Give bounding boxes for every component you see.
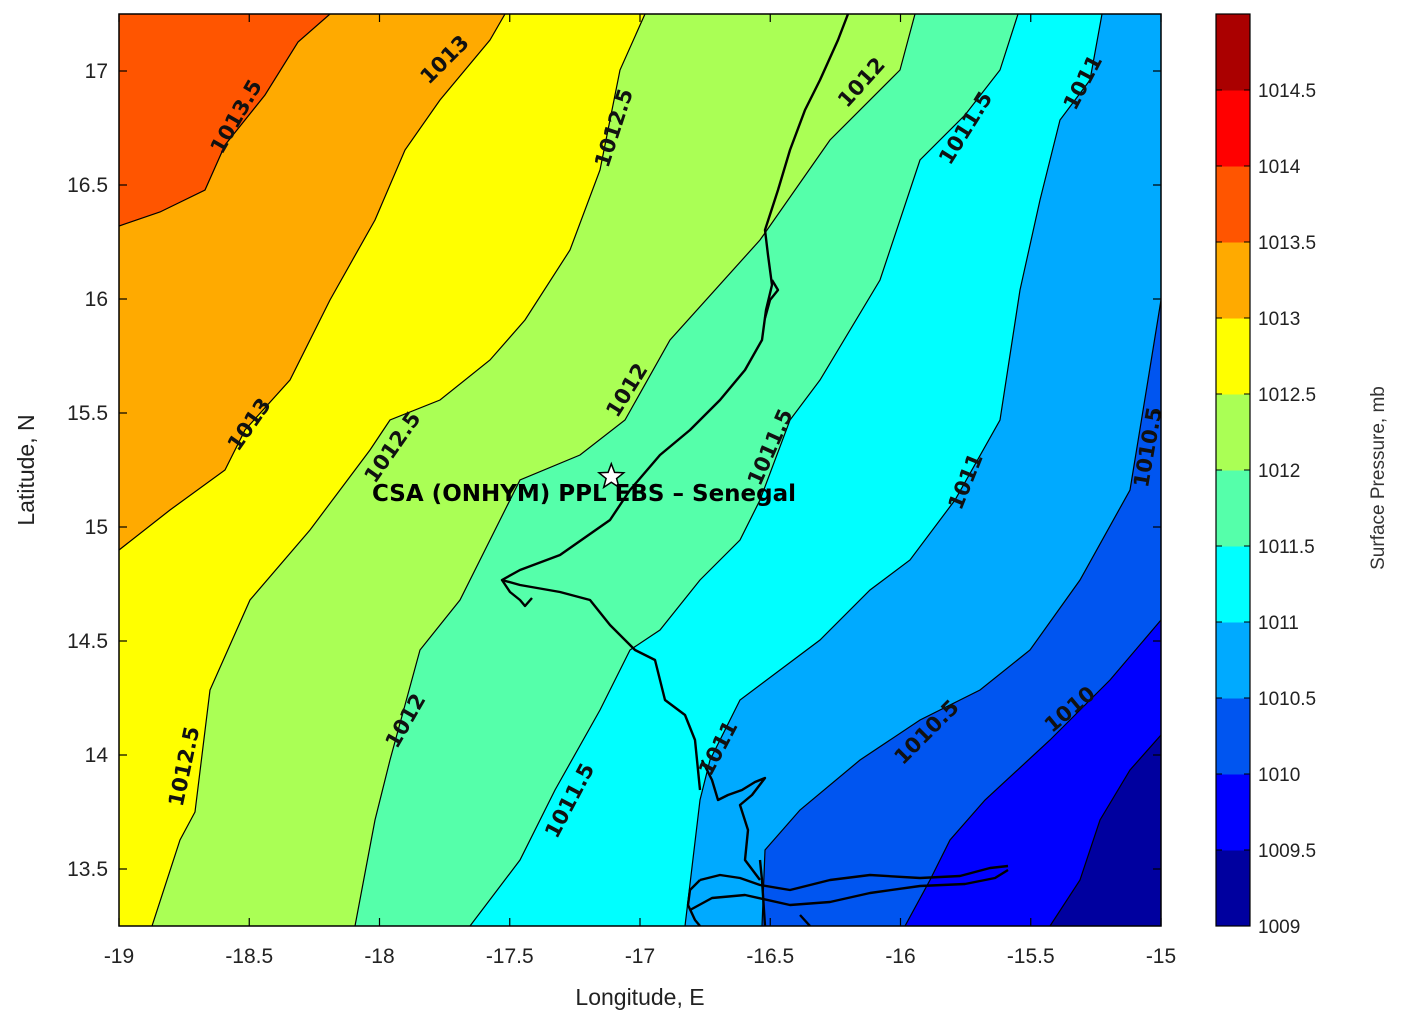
colorbar-tick-label: 1010.5 [1258,689,1316,710]
colorbar-tick-label: 1010 [1258,765,1300,786]
x-tick-label: -16.5 [746,945,794,968]
colorbar-segment [1216,242,1250,319]
colorbar-label: Surface Pressure, mb [1368,386,1389,570]
colorbar-segment [1216,470,1250,547]
colorbar-tick-label: 1014 [1258,157,1301,178]
colorbar-segment [1216,14,1250,91]
y-tick-label: 16.5 [67,174,108,197]
gambia-west-coast [686,879,701,926]
colorbar-segment [1216,318,1250,395]
colorbar-tick-label: 1011.5 [1258,537,1315,558]
y-tick-label: 14.5 [67,630,108,653]
x-tick-label: -15 [1146,945,1176,968]
isobar-1013 [119,14,506,551]
isobar-1009.5 [1049,734,1161,926]
y-tick-label: 17 [85,60,108,83]
saloum-delta [700,759,767,881]
band-1009-1009.5 [1050,735,1161,926]
isobar-1010.5 [761,299,1161,926]
x-tick-label: -18 [364,945,394,968]
y-tick-label: 15.5 [67,402,108,425]
colorbar-segment [1216,90,1250,167]
isobar-1012 [354,14,916,926]
colorbar-segment [1216,394,1250,471]
casamance-coast [799,914,811,926]
x-tick-label: -19 [104,945,134,968]
colorbar-tick-label: 1011 [1258,613,1299,634]
colorbar-tick-label: 1013 [1258,309,1300,330]
site-label: CSA (ONHYM) PPL EBS – Senegal [372,481,796,507]
x-tick-label: -18.5 [225,945,273,968]
coastline [500,14,1009,926]
colorbar-tick-label: 1012.5 [1258,385,1316,406]
colorbar: 1009 1009.5 1010 1010.5 1011 1011.5 1012 1012.5… [1215,13,1316,938]
isobar-1012.5 [151,14,646,926]
gambia-south-bank [689,868,1009,912]
colorbar-segment [1216,850,1250,927]
x-tick-label: -16 [885,945,915,968]
colorbar-segment [1216,622,1250,699]
isobar-1011 [684,14,1103,926]
lac-de-guiers [763,279,780,319]
x-tick-label: -17 [625,945,655,968]
gambia-border [758,859,767,926]
x-tick-label: -17.5 [486,945,534,968]
colorbar-tick-label: 1009 [1258,917,1300,938]
site-star-icon [596,461,626,490]
colorbar-tick-label: 1012 [1258,461,1300,482]
colorbar-segment [1216,698,1250,775]
colorbar-segment [1216,546,1250,623]
contour-lines [119,14,1161,926]
x-tick-label: -15.5 [1007,945,1055,968]
pressure-bands [119,14,1161,926]
y-axis-label: Latitude, N [13,414,39,525]
y-tick-label: 15 [85,516,108,539]
isobar-1011.5 [469,14,1019,926]
colorbar-tick-label: 1014.5 [1258,81,1316,102]
gambia-north-bank [699,864,1009,892]
y-axis: 13.5 14 14.5 15 15.5 16 16.5 17 [67,60,1161,881]
isobar-1013.5 [119,14,331,227]
y-tick-label: 14 [85,744,109,767]
colorbar-segment [1216,166,1250,243]
y-tick-label: 16 [85,288,108,311]
colorbar-tick-label: 1009.5 [1258,841,1316,862]
colorbar-tick-label: 1013.5 [1258,233,1316,254]
x-axis: -19 -18.5 -18 -17.5 -17 -16.5 -16 -15.5 -15 [104,14,1176,968]
isobar-1010 [904,619,1161,926]
senegal-coast [500,14,850,791]
x-axis-label: Longitude, E [575,984,704,1010]
y-tick-label: 13.5 [67,858,108,881]
colorbar-segment [1216,774,1250,851]
dakar-peninsula [501,579,533,608]
site-marker: CSA (ONHYM) PPL EBS – Senegal [372,461,796,507]
